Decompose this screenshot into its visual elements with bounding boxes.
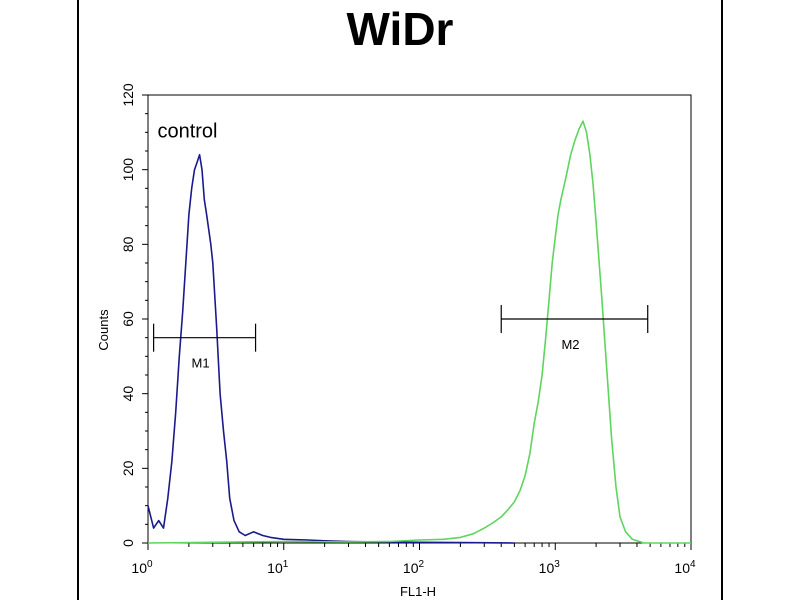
y-tick-label: 80 [120,236,136,252]
x-tick-exponent: 3 [554,559,560,570]
marker-layer: M1 M2 [153,305,649,371]
y-tick-label: 20 [120,460,136,476]
chart-title: WiDr [346,3,454,55]
x-tick-label: 100 [131,559,153,576]
series-line-control [147,153,515,544]
series-layer [147,120,691,544]
marker-label-m2: M2 [561,337,579,352]
x-axis-label: FL1-H [400,584,436,599]
x-tick-base: 10 [539,560,555,576]
series-line-series-2 [147,120,691,544]
y-tick-label: 0 [120,539,136,547]
x-tick-base: 10 [403,560,419,576]
x-tick-base: 10 [267,560,283,576]
y-axis: 0 20 40 60 80 100 120 [120,83,148,547]
y-tick-label: 40 [120,386,136,402]
x-tick-exponent: 2 [419,559,425,570]
y-axis-label: Counts [96,309,111,351]
y-tick-label: 60 [120,311,136,327]
x-tick-label: 102 [403,559,425,576]
annotation-layer: control [157,120,217,142]
x-tick-exponent: 0 [147,559,153,570]
x-tick-label: 104 [674,559,696,576]
y-tick-label: 120 [120,83,136,107]
x-tick-exponent: 1 [283,559,289,570]
x-tick-base: 10 [131,560,147,576]
y-tick-label: 100 [120,158,136,182]
x-axis: 100 101 102 103 104 [131,543,696,576]
x-tick-base: 10 [674,560,690,576]
x-tick-label: 101 [267,559,289,576]
x-tick-label: 103 [539,559,561,576]
marker-label-m1: M1 [192,356,210,371]
annotation-control-label: control [157,120,217,142]
x-tick-exponent: 4 [690,559,696,570]
right-frame-line [721,0,723,600]
left-frame-line [77,0,79,600]
